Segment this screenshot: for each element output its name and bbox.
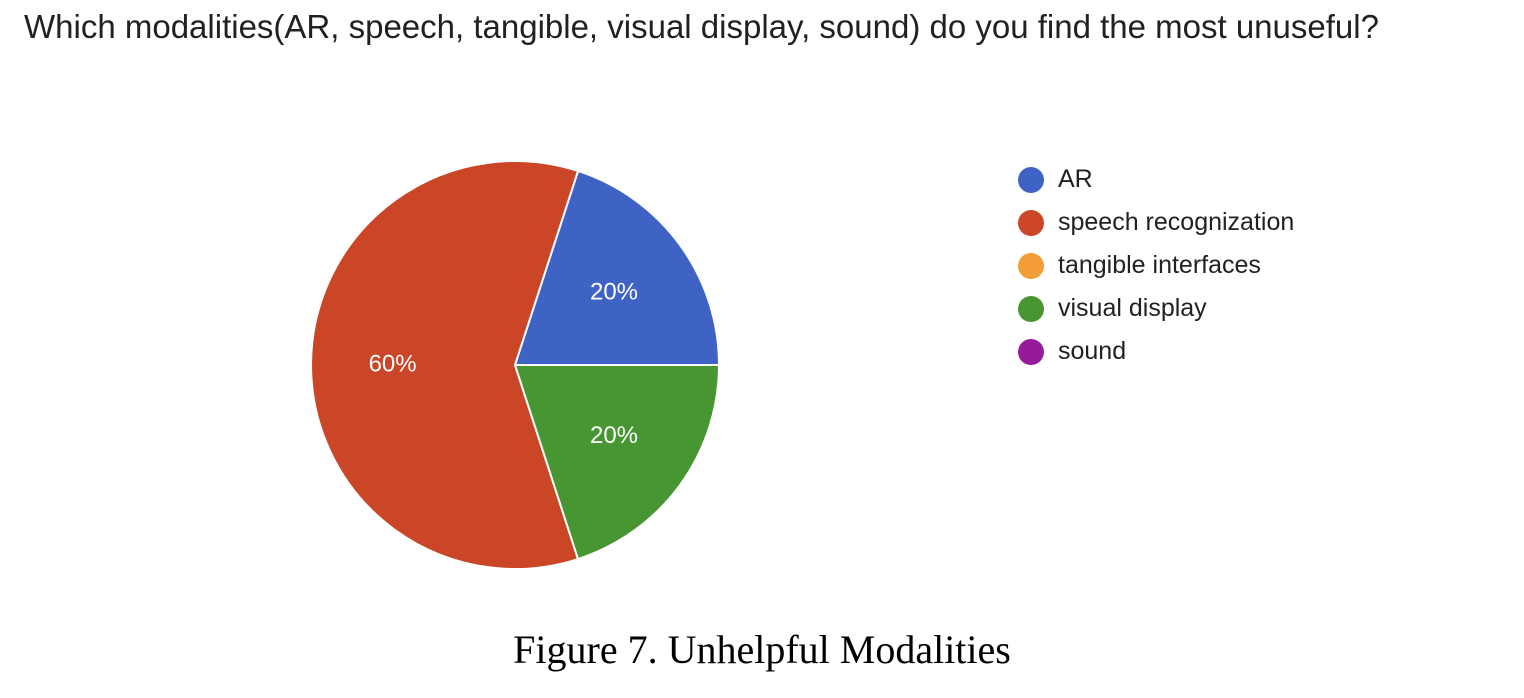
legend-item-tangible-interfaces: tangible interfaces (1018, 244, 1294, 287)
slice-label-speech-recognization: 60% (369, 350, 417, 377)
legend-swatch-speech-recognization (1018, 209, 1044, 236)
legend-item-ar: AR (1018, 158, 1294, 201)
slice-label-visual-display: 20% (590, 422, 638, 449)
legend-label-visual-display: visual display (1058, 294, 1207, 322)
pie-slices (310, 160, 720, 570)
legend-swatch-tangible-interfaces (1018, 252, 1044, 279)
legend-label-ar: AR (1058, 165, 1093, 193)
legend-swatch-visual-display (1018, 295, 1044, 322)
pie-slice-visual-display (514, 364, 720, 561)
pie-labels: 20% 60% 20% (369, 278, 638, 449)
legend-label-speech-recognization: speech recognization (1058, 208, 1295, 236)
legend-item-speech-recognization: speech recognization (1018, 201, 1294, 244)
chart-legend: AR speech recognization tangible interface… (1018, 158, 1294, 373)
legend-swatch-sound (1018, 338, 1044, 365)
legend-item-visual-display: visual display (1018, 287, 1294, 330)
figure-caption: Figure 7. Unhelpful Modalities (513, 627, 1011, 672)
legend-label-tangible-interfaces: tangible interfaces (1058, 251, 1261, 279)
legend-swatch-ar (1018, 166, 1044, 193)
legend-label-sound: sound (1058, 337, 1127, 365)
pie-slice-ar (514, 169, 720, 366)
pie-slice-speech-recognization (310, 160, 580, 570)
legend-item-sound: sound (1018, 330, 1294, 373)
slice-label-ar: 20% (590, 278, 638, 305)
question-title: Which modalities(AR, speech, tangible, v… (24, 8, 1379, 45)
